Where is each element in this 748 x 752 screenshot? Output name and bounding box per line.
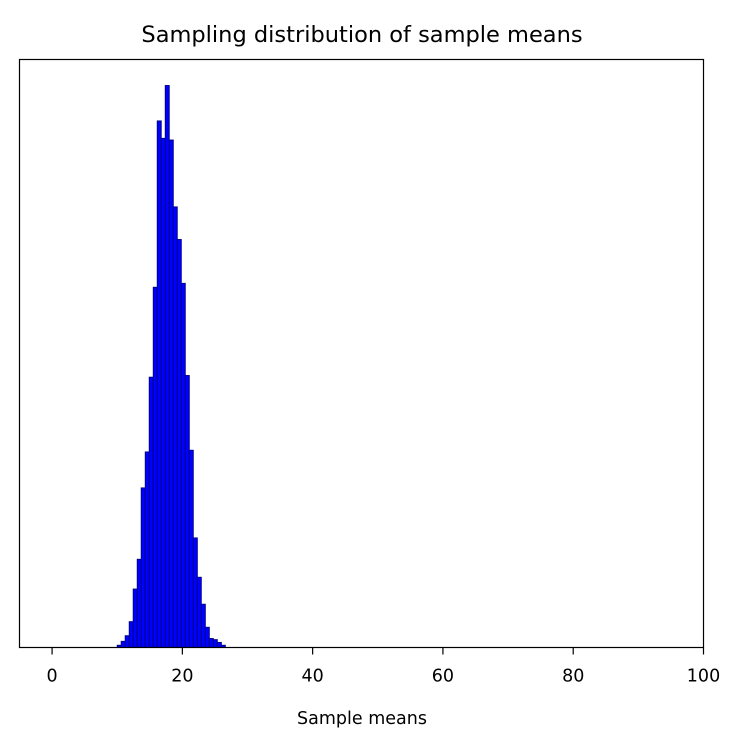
x-tick-label: 80	[562, 667, 584, 687]
histogram-bar	[148, 376, 154, 648]
histogram-bar	[124, 635, 130, 648]
histogram-bar	[144, 451, 150, 648]
histogram-bar	[120, 640, 126, 648]
histogram-bar	[188, 449, 194, 648]
histogram-bar	[184, 375, 190, 648]
histogram-bar	[208, 638, 214, 648]
histogram-bar	[140, 487, 146, 648]
histogram-bar	[136, 558, 142, 648]
plot-area-frame	[18, 58, 705, 649]
histogram-bar	[200, 603, 206, 648]
x-axis-ticks: 0 20 40 60 80 100	[46, 647, 720, 687]
histogram-bar	[128, 621, 134, 648]
x-tick-label: 40	[301, 667, 323, 687]
histogram-bar	[212, 639, 218, 648]
x-axis-label: Sample means	[297, 709, 427, 729]
bars-layer	[116, 85, 226, 648]
histogram-bar	[172, 206, 178, 648]
histogram-bar	[216, 641, 222, 648]
histogram-bar	[204, 626, 210, 648]
histogram-bar	[192, 537, 198, 648]
histogram-bar	[164, 85, 170, 648]
histogram-bar	[176, 239, 182, 648]
x-tick-label: 0	[46, 667, 57, 687]
x-tick-label: 100	[687, 667, 720, 687]
histogram-bar	[196, 576, 202, 648]
histogram-bar	[160, 137, 166, 648]
histogram-bar	[168, 139, 174, 648]
x-tick-label: 60	[432, 667, 454, 687]
histogram-bar	[180, 282, 186, 648]
histogram-bar	[152, 286, 158, 648]
x-tick-label: 20	[171, 667, 193, 687]
chart-title: Sampling distribution of sample means	[141, 22, 582, 48]
histogram-bar	[156, 120, 162, 648]
histogram-bar	[132, 588, 138, 648]
